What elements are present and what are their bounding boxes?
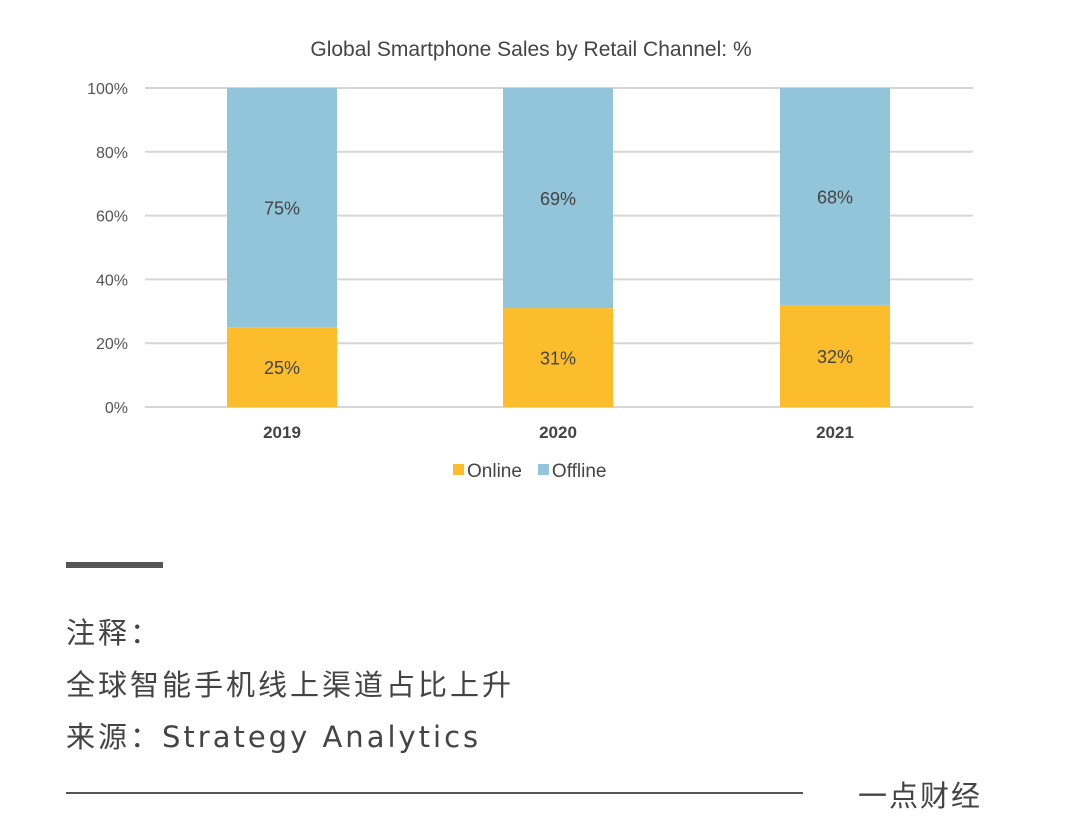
y-tick-label: 100% — [87, 81, 128, 98]
x-tick-label: 2020 — [539, 423, 577, 442]
brand-name: 一点财经 — [858, 779, 983, 813]
bar-online — [503, 308, 613, 407]
divider — [66, 792, 803, 794]
notes-text: 全球智能手机线上渠道占比上升 — [66, 668, 515, 702]
notes-heading: 注释： — [66, 616, 163, 650]
data-label: 75% — [264, 199, 300, 219]
y-tick-label: 60% — [96, 209, 128, 226]
y-tick-label: 20% — [96, 336, 128, 353]
legend-swatch — [453, 464, 464, 475]
legend-swatch — [537, 464, 549, 475]
data-label: 68% — [817, 187, 853, 207]
bar-online — [780, 304, 890, 407]
data-label: 32% — [817, 347, 853, 367]
y-tick-label: 0% — [105, 400, 128, 417]
chart-title: Global Smartphone Sales by Retail Channe… — [310, 38, 751, 61]
legend-label: Offline — [552, 461, 607, 482]
divider — [66, 562, 163, 568]
bar-online — [227, 327, 337, 407]
data-label: 69% — [540, 189, 576, 209]
x-tick-label: 2021 — [816, 423, 854, 442]
stacked-bar-chart: Global Smartphone Sales by Retail Channe… — [87, 38, 973, 482]
source-text: 来源：Strategy Analytics — [66, 720, 482, 754]
bar-offline — [503, 88, 613, 309]
data-label: 25% — [264, 358, 300, 378]
legend-label: Online — [467, 461, 522, 482]
bar-offline — [780, 88, 890, 305]
data-label: 31% — [540, 349, 576, 369]
y-tick-label: 40% — [96, 272, 128, 289]
y-tick-label: 80% — [96, 145, 128, 162]
x-tick-label: 2019 — [263, 423, 301, 442]
bar-offline — [227, 88, 337, 328]
